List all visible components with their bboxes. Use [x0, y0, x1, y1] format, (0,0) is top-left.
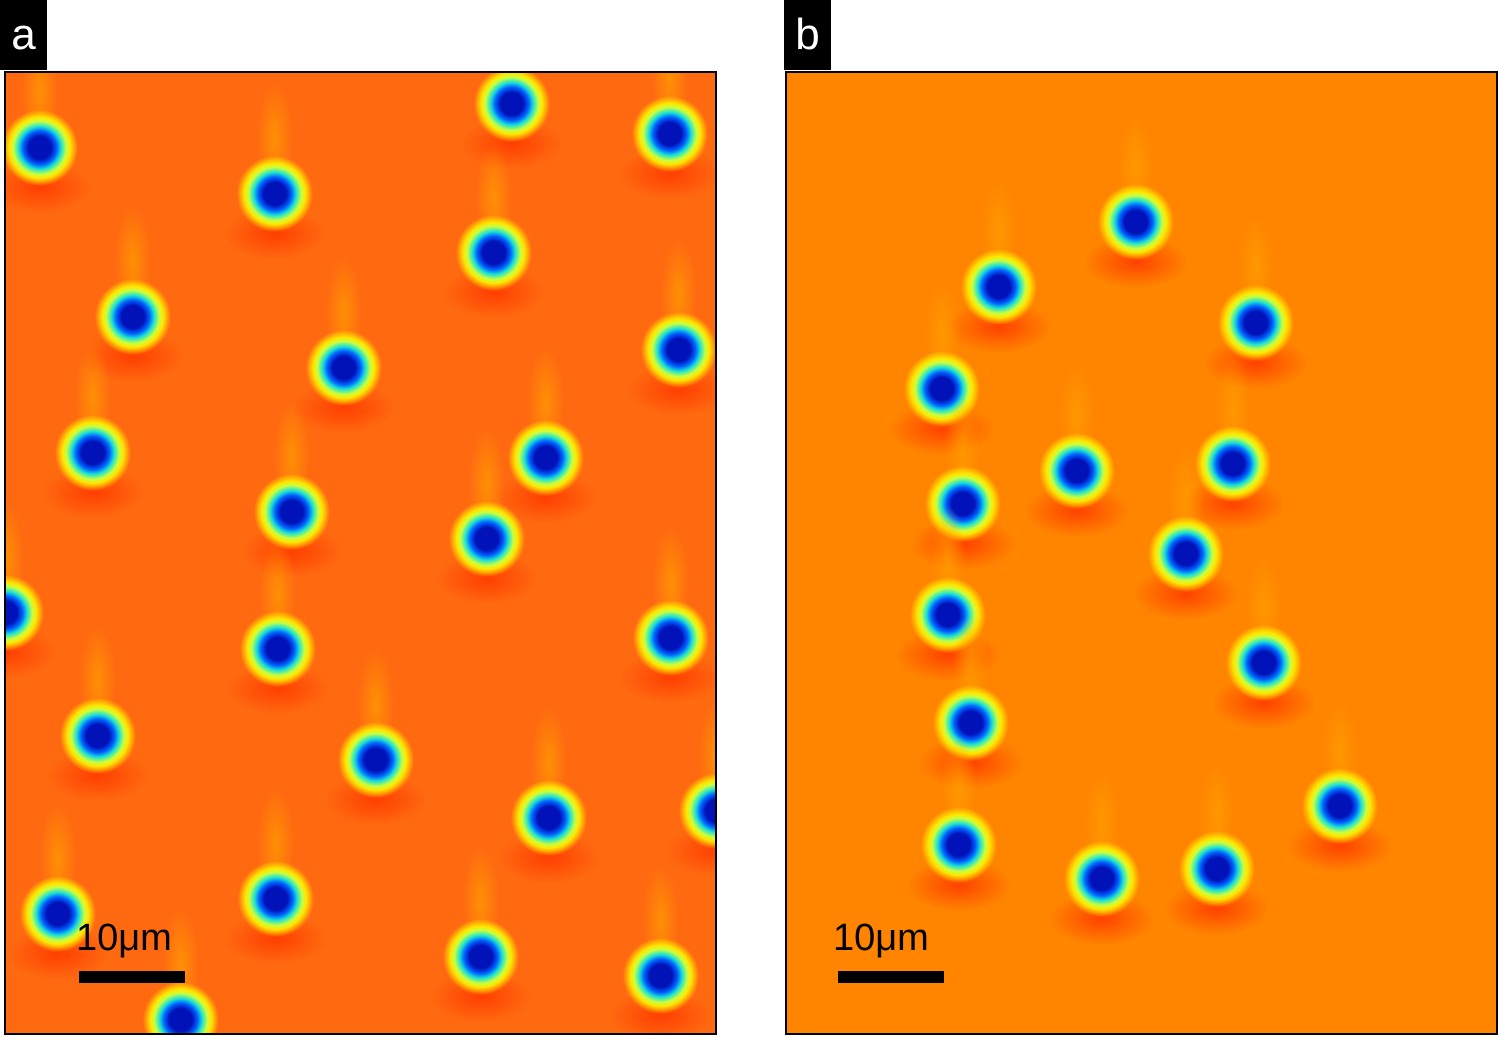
- panel-a-label: a: [0, 0, 47, 70]
- background: [6, 73, 715, 1033]
- particle-dot: [494, 348, 598, 524]
- particle-dot: [1134, 444, 1238, 620]
- particle-dot: [665, 701, 715, 877]
- panel-a-microscopy-map: [6, 73, 715, 1033]
- particle-dot: [292, 258, 396, 434]
- particle-dot: [41, 343, 145, 519]
- particle-dot: [1181, 354, 1285, 530]
- panel-b-microscopy-map: [787, 73, 1496, 1033]
- scale-bar-label-a: 10μm: [76, 917, 172, 959]
- particle-dot: [143, 910, 219, 1033]
- particle-dot: [429, 847, 533, 1023]
- particle-dot: [324, 650, 428, 826]
- particle-dot: [223, 84, 327, 260]
- particle-dot: [224, 789, 328, 965]
- scale-bar-b: [838, 971, 944, 983]
- particle-dot: [1025, 361, 1129, 537]
- particle-dot: [619, 528, 715, 704]
- particle-dot: [947, 177, 1051, 353]
- particle-dot: [497, 708, 601, 884]
- particle-dot: [442, 143, 546, 319]
- panel-b-image: [785, 71, 1498, 1035]
- particle-dot: [1084, 112, 1188, 288]
- particle-dot: [6, 503, 58, 679]
- particle-dot: [81, 207, 185, 383]
- particle-dot: [6, 73, 92, 214]
- particle-dot: [627, 240, 715, 416]
- particle-dot: [1165, 759, 1269, 935]
- particle-dot: [46, 626, 150, 802]
- particle-dot: [240, 402, 344, 578]
- panel-a-image: [4, 71, 717, 1035]
- particle-dot: [226, 539, 330, 715]
- scale-bar-label-b: 10μm: [833, 917, 929, 959]
- particle-dot: [1204, 213, 1308, 389]
- particle-dot: [609, 866, 713, 1033]
- particle-dot: [1212, 553, 1316, 729]
- panel-b-label: b: [784, 0, 831, 70]
- particle-dot: [907, 735, 1011, 911]
- scale-bar-a: [79, 971, 185, 983]
- particle-dot: [618, 73, 715, 200]
- particle-dot: [1050, 769, 1154, 945]
- particle-dot: [6, 804, 110, 980]
- particle-dot: [1288, 696, 1392, 872]
- particle-dot: [435, 429, 539, 605]
